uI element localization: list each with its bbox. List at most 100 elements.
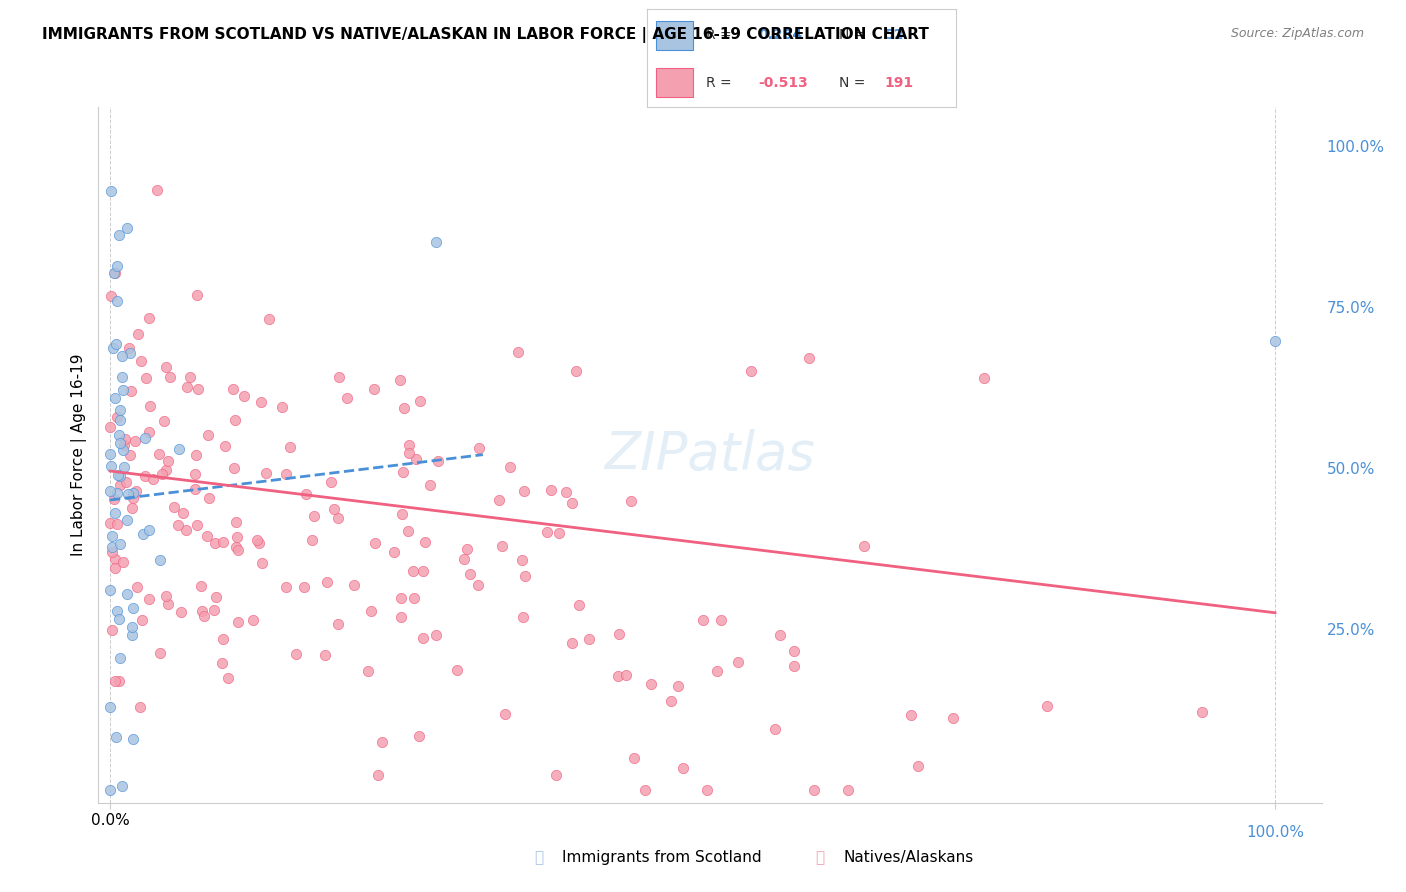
- Point: [112, 383, 135, 397]
- Point: [408, 729, 430, 743]
- Point: [942, 711, 965, 725]
- Point: [108, 413, 131, 427]
- Point: [357, 664, 380, 678]
- Point: [619, 494, 641, 508]
- Point: [247, 536, 270, 550]
- Point: [292, 580, 315, 594]
- Point: [382, 545, 405, 559]
- Point: [155, 463, 177, 477]
- Point: [672, 761, 695, 775]
- Point: [425, 628, 447, 642]
- Point: [391, 507, 413, 521]
- Point: [107, 428, 129, 442]
- Point: [186, 288, 208, 302]
- Point: [727, 655, 749, 669]
- Point: [198, 491, 221, 506]
- Point: [108, 651, 131, 665]
- Point: [118, 341, 141, 355]
- Point: [112, 459, 135, 474]
- Text: ⬜: ⬜: [534, 850, 543, 865]
- Point: [250, 556, 273, 570]
- Point: [197, 529, 219, 543]
- Point: [221, 382, 243, 396]
- Point: [104, 731, 127, 745]
- Point: [98, 583, 121, 598]
- Point: [122, 485, 145, 500]
- Point: [120, 346, 142, 360]
- Point: [246, 533, 269, 547]
- Point: [458, 566, 481, 581]
- Point: [555, 484, 578, 499]
- Point: [167, 442, 190, 456]
- Point: [98, 700, 121, 714]
- Point: [396, 524, 419, 538]
- Point: [112, 442, 135, 457]
- Point: [212, 534, 235, 549]
- Point: [314, 648, 336, 662]
- Point: [190, 579, 212, 593]
- Point: [389, 591, 412, 605]
- Point: [782, 659, 804, 673]
- Text: 0.284: 0.284: [758, 29, 803, 43]
- Point: [513, 568, 536, 582]
- Point: [709, 614, 731, 628]
- Point: [326, 510, 349, 524]
- Point: [117, 487, 139, 501]
- Point: [149, 553, 172, 567]
- Point: [513, 484, 536, 499]
- Point: [659, 694, 682, 708]
- Point: [228, 543, 250, 558]
- Point: [149, 646, 172, 660]
- Point: [101, 623, 124, 637]
- Point: [1264, 334, 1286, 349]
- Point: [108, 403, 131, 417]
- Point: [100, 540, 122, 554]
- Point: [499, 460, 522, 475]
- Point: [112, 438, 135, 452]
- Point: [453, 552, 475, 566]
- Point: [250, 395, 273, 409]
- Point: [224, 413, 246, 427]
- Text: ⬜: ⬜: [815, 850, 824, 865]
- Point: [115, 586, 138, 600]
- Point: [634, 783, 657, 797]
- Point: [837, 783, 859, 797]
- Point: [278, 440, 301, 454]
- Point: [323, 502, 346, 516]
- Point: [205, 590, 228, 604]
- Point: [174, 523, 197, 537]
- Point: [101, 529, 124, 543]
- Point: [104, 673, 127, 688]
- Point: [321, 475, 343, 489]
- Point: [132, 527, 155, 541]
- Point: [763, 722, 786, 736]
- Point: [412, 564, 434, 578]
- Point: [666, 680, 689, 694]
- Point: [112, 555, 135, 569]
- Point: [153, 414, 176, 428]
- Point: [108, 436, 131, 450]
- Point: [104, 266, 127, 280]
- Text: Immigrants from Scotland: Immigrants from Scotland: [562, 850, 762, 865]
- Point: [108, 673, 131, 688]
- Point: [105, 486, 128, 500]
- Point: [242, 613, 264, 627]
- Point: [540, 483, 562, 497]
- Point: [225, 540, 247, 554]
- Point: [125, 484, 148, 499]
- Point: [512, 609, 534, 624]
- Point: [108, 469, 131, 483]
- Point: [100, 184, 122, 198]
- Point: [294, 487, 316, 501]
- Point: [138, 310, 160, 325]
- Point: [544, 768, 567, 782]
- Point: [103, 506, 125, 520]
- Point: [536, 525, 558, 540]
- Point: [98, 484, 121, 499]
- Point: [108, 537, 131, 551]
- Text: -0.513: -0.513: [758, 76, 808, 89]
- Point: [155, 590, 177, 604]
- Point: [186, 518, 208, 533]
- Point: [226, 530, 249, 544]
- Point: [1036, 699, 1059, 714]
